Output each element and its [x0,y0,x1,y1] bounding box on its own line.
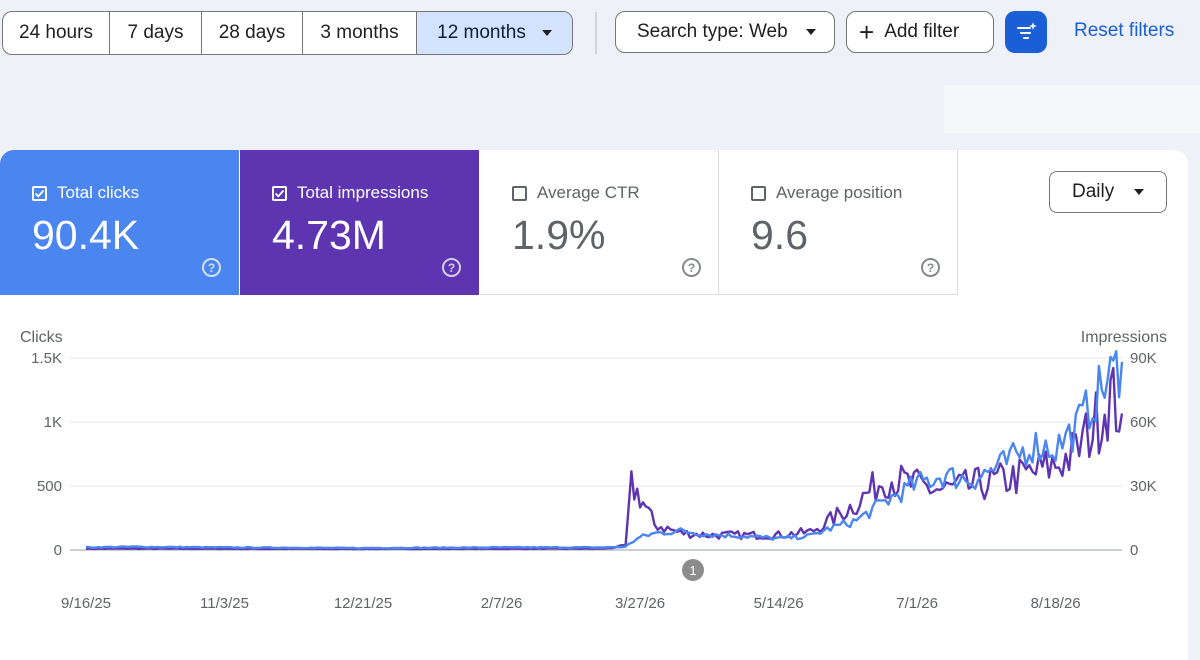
help-icon[interactable]: ? [442,258,461,277]
granularity-dropdown[interactable]: Daily [1049,171,1167,213]
checkbox-checked-icon[interactable] [32,185,47,201]
metric-label-text: Total clicks [57,183,140,202]
metric-label: Average CTR [512,183,640,203]
annotation-marker[interactable]: 1 [682,559,704,581]
range-3-months[interactable]: 3 months [303,12,417,54]
background-panel [944,85,1200,133]
y-axis-left-title: Clicks [20,329,63,346]
y-left-tick-label: 1.5K [31,350,62,367]
clicks-line [85,350,1124,550]
range-28-days[interactable]: 28 days [202,12,303,54]
search-type-label: Search type: Web [637,21,788,42]
metric-label: Total clicks [32,183,139,203]
filter-sparkle-icon [1017,22,1037,39]
y-right-tick-label: 60K [1130,414,1157,431]
x-tick-label: 7/1/26 [896,595,938,612]
y-left-tick-label: 0 [54,542,62,559]
metric-average-ctr[interactable]: Average CTR 1.9% ? [480,150,719,295]
performance-chart: Clicks Impressions 0 0 500 30K 1K 60K 1.5K 90K 9/1… [20,329,1167,612]
metric-total-clicks[interactable]: Total clicks 90.4K ? [0,150,239,295]
metric-value: 9.6 [751,212,808,258]
reset-filters-link[interactable]: Reset filters [1074,20,1175,41]
y-left-tick-label: 500 [37,478,62,495]
metric-label-text: Average CTR [537,183,640,202]
divider [595,12,597,54]
granularity-label: Daily [1072,181,1115,202]
y-left-tick-label: 1K [44,414,62,431]
metric-value: 1.9% [512,212,606,258]
range-12-months[interactable]: 12 months [417,12,572,54]
metric-label: Average position [751,183,902,203]
x-tick-label: 12/21/25 [334,595,392,612]
x-tick-label: 9/16/25 [61,595,111,612]
metric-average-position[interactable]: Average position 9.6 ? [719,150,958,295]
x-tick-label: 2/7/26 [481,595,523,612]
y-right-tick-label: 0 [1130,542,1138,559]
chevron-down-icon [541,30,552,36]
annotation-marker-label: 1 [689,563,696,578]
metric-total-impressions[interactable]: Total impressions 4.73M ? [240,150,479,295]
range-12-months-label: 12 months [437,22,526,43]
chevron-down-icon [1134,189,1145,195]
chevron-down-icon [805,29,816,35]
checkbox-unchecked-icon[interactable] [751,185,766,201]
metric-label: Total impressions [272,183,428,203]
help-icon[interactable]: ? [202,258,221,277]
x-tick-label: 5/14/26 [754,595,804,612]
range-24-hours[interactable]: 24 hours [3,12,110,54]
performance-card: Total clicks 90.4K ? Total impressions 4… [0,150,1188,660]
x-tick-label: 3/27/26 [615,595,665,612]
metric-value: 90.4K [32,212,140,258]
help-icon[interactable]: ? [921,258,940,277]
help-icon[interactable]: ? [682,258,701,277]
metric-label-text: Total impressions [297,183,429,202]
date-range-selector: 24 hours 7 days 28 days 3 months 12 mont… [2,11,573,55]
x-tick-label: 11/3/25 [200,595,249,612]
add-filter-label: Add filter [884,21,960,42]
y-axis-right-title: Impressions [1081,329,1167,346]
range-7-days[interactable]: 7 days [110,12,202,54]
metric-label-text: Average position [776,183,903,202]
x-tick-label: 8/18/26 [1031,595,1081,612]
y-right-tick-label: 90K [1130,350,1157,367]
metric-value: 4.73M [272,212,386,258]
search-type-dropdown[interactable]: Search type: Web [615,11,835,53]
y-right-tick-label: 30K [1130,478,1157,495]
checkbox-checked-icon[interactable] [272,185,287,201]
checkbox-unchecked-icon[interactable] [512,185,527,201]
add-filter-button[interactable]: + Add filter [846,11,994,53]
annotation-marker-circle[interactable] [682,559,704,581]
impressions-line [85,366,1124,551]
plus-icon: + [859,17,875,47]
filter-suggestions-button[interactable] [1005,11,1047,53]
